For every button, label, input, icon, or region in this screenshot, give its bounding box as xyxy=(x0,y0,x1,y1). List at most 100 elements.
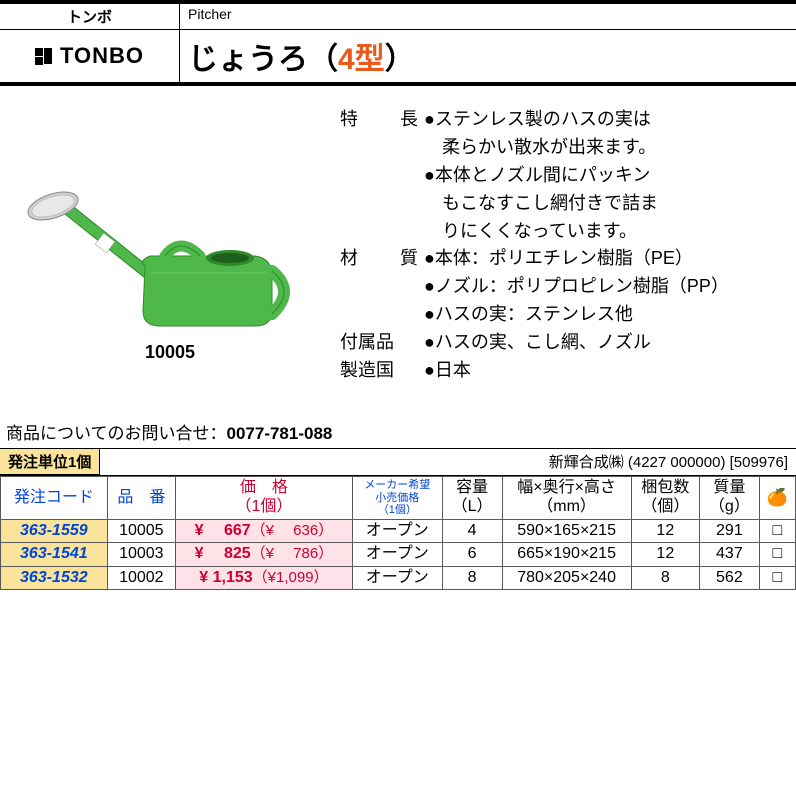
product-name-pre: じょうろ（ xyxy=(188,43,338,76)
cell-packqty: 12 xyxy=(631,519,699,542)
product-name-post: ） xyxy=(385,43,415,76)
image-caption: 10005 xyxy=(145,342,195,363)
spec-column: 特 長 ステンレス製のハスの実は 柔らかい散水が出来ます。 本体とノズル間にパッ… xyxy=(340,96,796,385)
category-en: Pitcher xyxy=(180,4,796,29)
th-msrp: メーカー希望 小売価格 （1個） xyxy=(352,476,442,519)
cell-packqty: 8 xyxy=(631,566,699,589)
country-label: 製造国 xyxy=(340,357,424,385)
country-body: 日本 xyxy=(424,357,776,385)
leaf-icon: 🍊 xyxy=(767,488,788,507)
feature-line-3: もこなすこし網付きで詰ま xyxy=(442,193,658,213)
table-row: 363-153210002¥ 1,153（¥1,099）オープン8780×205… xyxy=(1,566,796,589)
cell-partno: 10005 xyxy=(107,519,175,542)
cell-dims: 780×205×240 xyxy=(502,566,631,589)
cell-dims: 665×190×215 xyxy=(502,543,631,566)
cell-mark: □ xyxy=(759,519,795,542)
th-capacity-t: 容量 xyxy=(456,479,488,496)
th-code: 発注コード xyxy=(1,476,108,519)
th-capacity-u: （L） xyxy=(452,498,493,515)
th-msrp-2: 小売価格 xyxy=(375,492,419,504)
feature-line-1: 柔らかい散水が出来ます。 xyxy=(442,137,656,157)
supplier-info: 新輝合成㈱ (4227 000000) [509976] xyxy=(100,449,796,475)
order-unit-label: 発注単位1個 xyxy=(0,449,100,475)
th-msrp-1: メーカー希望 xyxy=(364,479,430,491)
cell-partno: 10003 xyxy=(107,543,175,566)
tonbo-logo-icon xyxy=(35,48,56,65)
cell-price: ¥ 1,153（¥1,099） xyxy=(175,566,352,589)
th-packqty: 梱包数 （個） xyxy=(631,476,699,519)
contact-line: 商品についてのお問い合せ：0077-781-088 xyxy=(0,415,796,449)
spec-material: 材 質 本体：ポリエチレン樹脂（PE） ノズル：ポリプロピレン樹脂（PP） ハス… xyxy=(340,245,776,329)
cell-msrp: オープン xyxy=(352,566,442,589)
cell-packqty: 12 xyxy=(631,543,699,566)
accessory-body: ハスの実、こし網、ノズル xyxy=(424,329,776,357)
th-packqty-t: 梱包数 xyxy=(641,479,689,496)
catalog-page: トンボ Pitcher TONBO じょうろ（4型） xyxy=(0,0,796,590)
th-mass-t: 質量 xyxy=(713,479,745,496)
table-header-row: 発注コード 品 番 価 格 （1個） メーカー希望 小売価格 （1個） 容量 （… xyxy=(1,476,796,519)
cell-msrp: オープン xyxy=(352,519,442,542)
header-row: トンボ Pitcher xyxy=(0,0,796,30)
th-packqty-u: （個） xyxy=(641,498,689,515)
cell-price: ¥ 825（¥ 786） xyxy=(175,543,352,566)
cell-capacity: 4 xyxy=(442,519,502,542)
brand-roman: TONBO xyxy=(60,43,144,69)
th-dims-t: 幅×奥行×高さ xyxy=(517,479,616,496)
cell-mark: □ xyxy=(759,566,795,589)
brand-logo: TONBO xyxy=(0,30,180,82)
cell-code: 363-1541 xyxy=(1,543,108,566)
content-row: 10005 特 長 ステンレス製のハスの実は 柔らかい散水が出来ます。 本体とノ… xyxy=(0,86,796,415)
th-price-main: 価 格 xyxy=(240,479,288,496)
feature-line-2: 本体とノズル間にパッキン xyxy=(435,165,650,185)
contact-phone: 0077-781-088 xyxy=(227,424,333,443)
spec-country: 製造国 日本 xyxy=(340,357,776,385)
th-price: 価 格 （1個） xyxy=(175,476,352,519)
th-dims: 幅×奥行×高さ （mm） xyxy=(502,476,631,519)
product-title: じょうろ（4型） xyxy=(180,30,796,82)
order-meta-row: 発注単位1個 新輝合成㈱ (4227 000000) [509976] xyxy=(0,449,796,476)
table-row: 363-155910005¥ 667（¥ 636）オープン4590×165×21… xyxy=(1,519,796,542)
material-line-2: ハスの実：ステンレス他 xyxy=(435,304,633,324)
cell-mass: 562 xyxy=(699,566,759,589)
th-mark: 🍊 xyxy=(759,476,795,519)
th-capacity: 容量 （L） xyxy=(442,476,502,519)
th-dims-u: （mm） xyxy=(537,498,596,515)
material-line-0: 本体：ポリエチレン樹脂（PE） xyxy=(435,248,693,268)
cell-code: 363-1532 xyxy=(1,566,108,589)
feature-body: ステンレス製のハスの実は 柔らかい散水が出来ます。 本体とノズル間にパッキン も… xyxy=(424,106,776,245)
spec-accessory: 付属品 ハスの実、こし網、ノズル xyxy=(340,329,776,357)
product-name-em: 4型 xyxy=(338,43,385,76)
cell-dims: 590×165×215 xyxy=(502,519,631,542)
material-label: 材 質 xyxy=(340,245,424,329)
cell-mass: 291 xyxy=(699,519,759,542)
material-body: 本体：ポリエチレン樹脂（PE） ノズル：ポリプロピレン樹脂（PP） ハスの実：ス… xyxy=(424,245,776,329)
cell-mark: □ xyxy=(759,543,795,566)
th-partno: 品 番 xyxy=(107,476,175,519)
cell-capacity: 8 xyxy=(442,566,502,589)
brand-kana: トンボ xyxy=(0,4,180,29)
cell-partno: 10002 xyxy=(107,566,175,589)
feature-line-4: りにくくなっています。 xyxy=(442,221,637,241)
cell-capacity: 6 xyxy=(442,543,502,566)
product-table: 発注コード 品 番 価 格 （1個） メーカー希望 小売価格 （1個） 容量 （… xyxy=(0,476,796,590)
cell-code: 363-1559 xyxy=(1,519,108,542)
country-value: 日本 xyxy=(435,360,471,380)
contact-prefix: 商品についてのお問い合せ： xyxy=(6,424,227,443)
accessory-label: 付属品 xyxy=(340,329,424,357)
th-mass-u: （g） xyxy=(709,498,750,515)
table-body: 363-155910005¥ 667（¥ 636）オープン4590×165×21… xyxy=(1,519,796,589)
cell-price: ¥ 667（¥ 636） xyxy=(175,519,352,542)
spec-feature: 特 長 ステンレス製のハスの実は 柔らかい散水が出来ます。 本体とノズル間にパッ… xyxy=(340,106,776,245)
feature-line-0: ステンレス製のハスの実は xyxy=(435,109,651,129)
th-msrp-3: （1個） xyxy=(378,504,417,516)
cell-mass: 437 xyxy=(699,543,759,566)
feature-label: 特 長 xyxy=(340,106,424,245)
th-mass: 質量 （g） xyxy=(699,476,759,519)
image-column: 10005 xyxy=(0,96,340,385)
cell-msrp: オープン xyxy=(352,543,442,566)
th-price-sub: （1個） xyxy=(235,498,292,515)
table-row: 363-154110003¥ 825（¥ 786）オープン6665×190×21… xyxy=(1,543,796,566)
title-row: TONBO じょうろ（4型） xyxy=(0,30,796,86)
material-line-1: ノズル：ポリプロピレン樹脂（PP） xyxy=(435,276,729,296)
watering-can-illustration xyxy=(20,166,320,336)
